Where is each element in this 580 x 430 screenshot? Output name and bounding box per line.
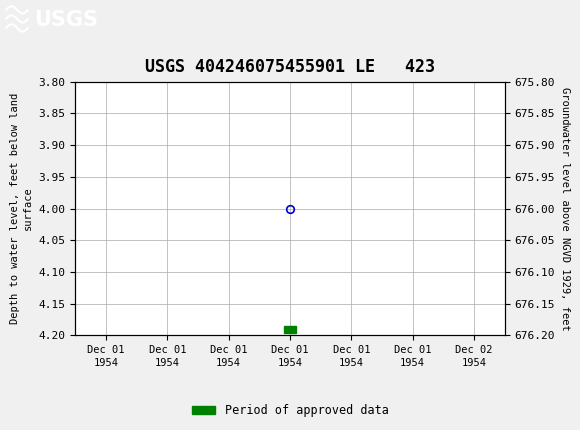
Text: USGS: USGS [34, 10, 98, 30]
Y-axis label: Groundwater level above NGVD 1929, feet: Groundwater level above NGVD 1929, feet [560, 87, 570, 330]
Bar [284, 326, 296, 334]
Text: USGS 404246075455901 LE   423: USGS 404246075455901 LE 423 [145, 58, 435, 76]
Legend: Period of approved data: Period of approved data [187, 399, 393, 422]
Y-axis label: Depth to water level, feet below land
surface: Depth to water level, feet below land su… [10, 93, 33, 324]
